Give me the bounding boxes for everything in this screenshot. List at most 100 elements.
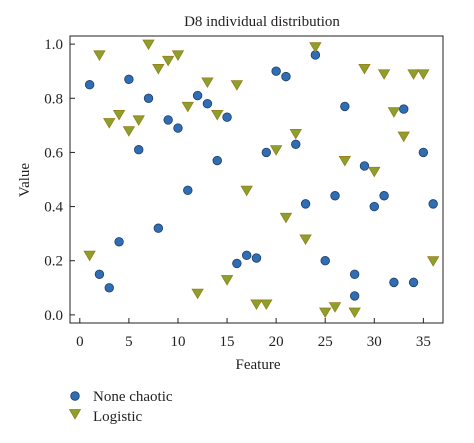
data-point-circle xyxy=(202,98,213,109)
data-point-triangle xyxy=(269,145,283,156)
data-point-circle xyxy=(340,101,350,112)
data-point-triangle xyxy=(230,80,244,91)
data-point-triangle xyxy=(319,307,332,319)
data-point-triangle xyxy=(348,307,361,319)
data-point-circle xyxy=(281,71,291,82)
data-point-triangle xyxy=(122,126,136,137)
data-point-triangle xyxy=(377,69,391,80)
data-point-triangle xyxy=(426,256,440,267)
data-point-triangle xyxy=(181,101,194,113)
legend-marker-triangle-icon xyxy=(68,409,82,420)
data-point-triangle xyxy=(289,128,302,140)
data-point-circle xyxy=(192,90,203,101)
y-tick-label: 0.4 xyxy=(44,200,63,216)
data-point-triangle xyxy=(279,212,293,224)
data-point-circle xyxy=(330,191,340,201)
x-tick-label: 15 xyxy=(220,334,235,350)
data-point-triangle xyxy=(93,50,106,61)
y-tick-label: 0.8 xyxy=(44,91,63,107)
legend: None chaotic Logistic xyxy=(68,389,173,425)
x-axis-label: Feature xyxy=(236,357,281,373)
data-point-triangle xyxy=(260,299,273,311)
data-point-circle xyxy=(222,112,232,122)
legend-item-logistic: Logistic xyxy=(68,409,143,425)
data-point-circle xyxy=(134,145,144,155)
data-point-circle xyxy=(300,199,311,209)
data-point-circle xyxy=(143,93,154,103)
data-point-triangle xyxy=(142,39,155,51)
chart-title: D8 individual distribution xyxy=(184,14,340,30)
data-point-circle xyxy=(104,283,114,293)
data-point-circle xyxy=(271,66,281,76)
data-point-circle xyxy=(399,104,409,114)
data-point-circle xyxy=(183,185,193,196)
data-point-triangle xyxy=(211,109,224,121)
x-tick-label: 30 xyxy=(367,334,382,350)
data-point-triangle xyxy=(328,302,342,313)
y-tick-label: 0.0 xyxy=(44,308,63,324)
data-point-circle xyxy=(428,199,438,209)
data-point-triangle xyxy=(103,118,116,129)
data-point-triangle xyxy=(368,166,381,178)
legend-label-logistic: Logistic xyxy=(93,409,143,425)
series-none-chaotic xyxy=(84,50,438,301)
data-point-triangle xyxy=(132,115,145,126)
data-points xyxy=(83,39,440,319)
data-point-triangle xyxy=(152,63,165,75)
data-point-circle xyxy=(359,161,370,171)
data-point-triangle xyxy=(338,156,352,167)
data-point-circle xyxy=(124,74,134,85)
data-point-triangle xyxy=(161,55,175,67)
data-point-circle xyxy=(163,115,173,125)
data-point-circle xyxy=(261,147,272,158)
data-point-circle xyxy=(389,277,399,288)
x-tick-label: 5 xyxy=(125,334,133,350)
data-point-circle xyxy=(251,253,262,263)
data-point-circle xyxy=(114,237,124,247)
data-point-circle xyxy=(291,139,301,150)
x-tick-label: 10 xyxy=(170,334,185,350)
data-point-circle xyxy=(408,277,419,288)
x-tick-label: 35 xyxy=(416,334,431,350)
data-point-circle xyxy=(418,147,429,158)
legend-item-none-chaotic: None chaotic xyxy=(70,389,173,405)
data-point-triangle xyxy=(387,107,401,118)
data-point-triangle xyxy=(358,63,371,75)
data-point-circle xyxy=(369,201,379,212)
y-tick-label: 0.6 xyxy=(44,145,63,161)
data-point-triangle xyxy=(299,234,312,246)
data-point-circle xyxy=(349,269,360,279)
data-point-triangle xyxy=(397,131,410,143)
data-point-triangle xyxy=(112,109,126,121)
data-point-circle xyxy=(94,269,105,279)
data-point-triangle xyxy=(240,185,253,197)
data-point-triangle xyxy=(220,275,234,286)
y-axis-label: Value xyxy=(17,163,33,197)
series-logistic xyxy=(83,39,440,319)
data-point-triangle xyxy=(309,42,322,53)
axis-ticks xyxy=(70,43,424,323)
data-point-triangle xyxy=(171,50,185,61)
axis-tick-labels: 0 5 10 15 20 25 30 35 0.0 0.2 0.4 0.6 0.8 1.0 xyxy=(44,37,431,350)
data-point-triangle xyxy=(83,250,96,262)
data-point-circle xyxy=(232,258,242,269)
data-point-triangle xyxy=(201,77,214,89)
x-tick-label: 20 xyxy=(269,334,284,350)
data-point-circle xyxy=(349,291,360,301)
legend-marker-circle-icon xyxy=(70,391,80,401)
data-point-circle xyxy=(153,223,164,233)
data-point-circle xyxy=(241,250,252,261)
y-tick-label: 1.0 xyxy=(44,37,63,53)
data-point-circle xyxy=(84,80,95,90)
data-point-circle xyxy=(379,191,389,201)
legend-label-none-chaotic: None chaotic xyxy=(93,389,173,405)
x-tick-label: 25 xyxy=(318,334,333,350)
x-tick-label: 0 xyxy=(76,334,84,350)
data-point-triangle xyxy=(417,69,430,80)
data-point-triangle xyxy=(407,69,420,80)
data-point-circle xyxy=(173,123,183,133)
data-point-circle xyxy=(212,155,222,166)
plot-area-frame xyxy=(69,35,444,324)
data-point-circle xyxy=(320,256,330,266)
